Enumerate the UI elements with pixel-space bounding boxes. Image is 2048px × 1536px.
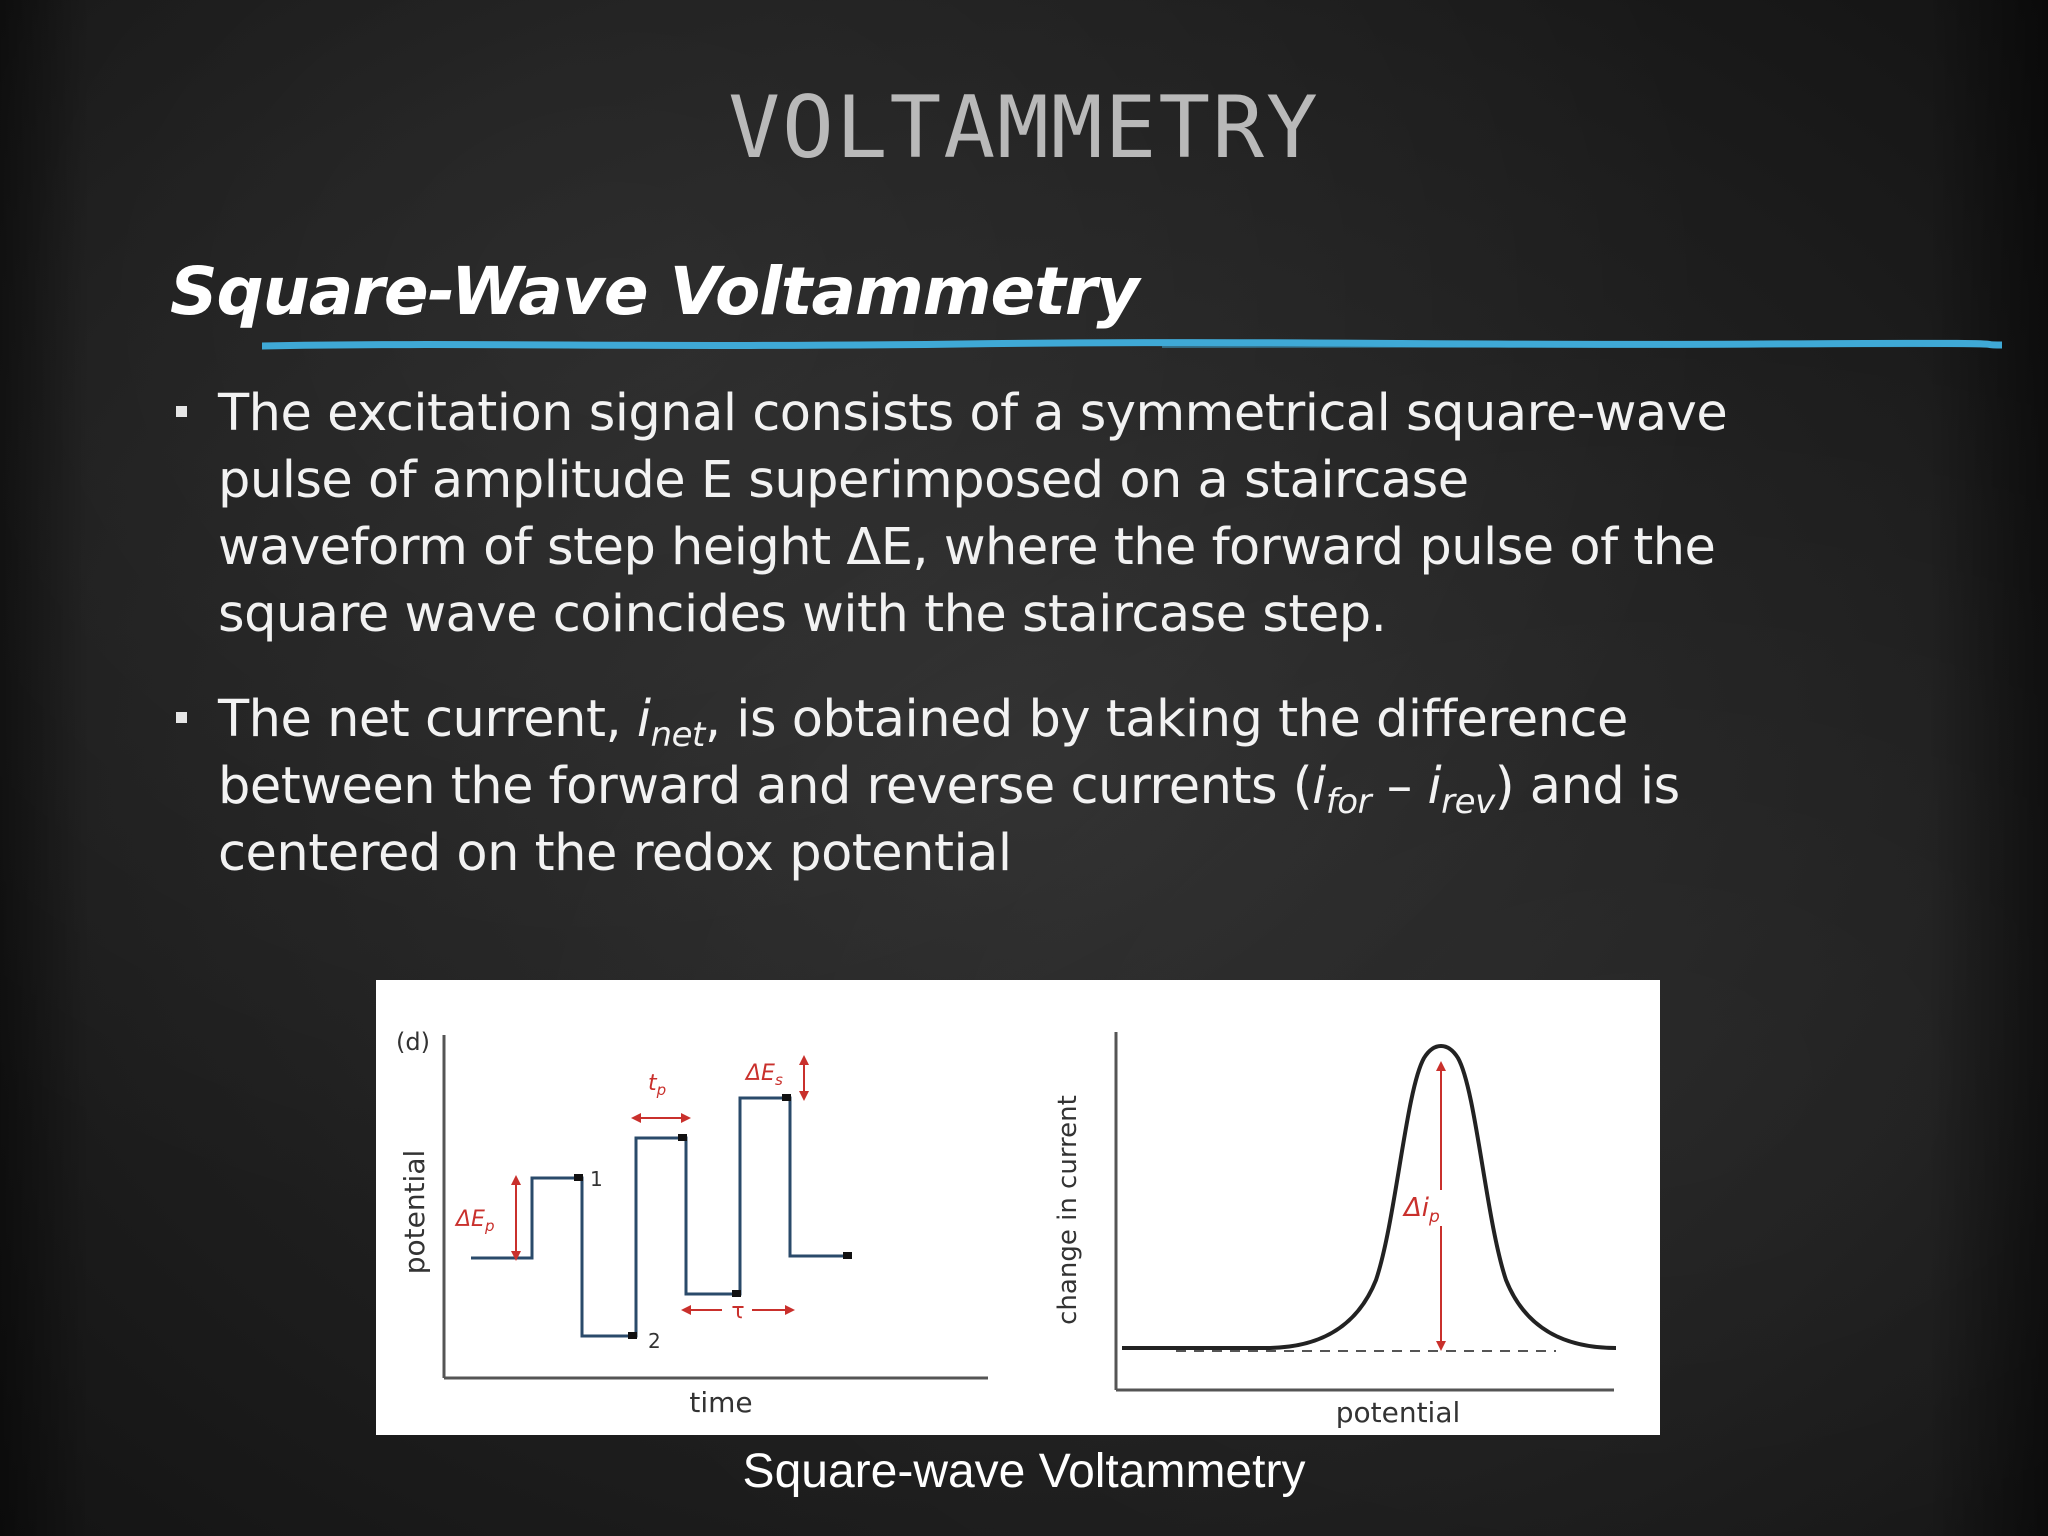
svg-text:τ: τ (731, 1299, 744, 1324)
left-axes (442, 1035, 988, 1380)
current-symbol: i (1427, 757, 1442, 816)
text-fragment: , is obtained by taking the difference b… (218, 690, 1628, 816)
slide-title: VOLTAMMETRY (728, 78, 1320, 178)
bullet-marker (176, 406, 187, 417)
minus-sign: – (1371, 757, 1428, 816)
waveform-figure: (d) potential time 1 2 ΔEp (376, 980, 1660, 1435)
pulse-end-markers (574, 1094, 852, 1339)
svg-text:Δip: Δip (1402, 1193, 1440, 1227)
point-2-label: 2 (648, 1329, 661, 1353)
subscript-for: for (1325, 782, 1372, 822)
svg-text:ΔEs: ΔEs (744, 1061, 783, 1089)
text-fragment: ) and is centered on the redox potential (218, 757, 1680, 883)
svg-text:tp: tp (648, 1071, 666, 1099)
figure-caption: Square-wave Voltammetry (742, 1445, 1306, 1498)
left-ylabel: potential (398, 1150, 431, 1275)
tp-annotation: tp (631, 1071, 691, 1123)
delta-es-annotation: ΔEs (744, 1055, 809, 1101)
bullet-item-net-current: The net current, inet, is obtained by ta… (170, 686, 1730, 887)
bullet-marker (176, 712, 187, 723)
right-ylabel: change in current (1053, 1095, 1083, 1325)
left-xlabel: time (689, 1386, 752, 1419)
net-current-peak (1122, 1044, 1617, 1350)
current-symbol: i (636, 690, 651, 749)
subscript-net: net (650, 715, 706, 755)
text-fragment: The net current, (218, 690, 637, 749)
current-symbol: i (1312, 757, 1326, 816)
square-wave-staircase (471, 1096, 851, 1338)
slide-subtitle: Square-Wave Voltammetry (170, 253, 1139, 330)
panel-label: (d) (396, 1028, 430, 1056)
slide-edge-shadow-left (0, 0, 90, 1536)
slide-edge-shadow-right (1928, 0, 2048, 1536)
bullet-text: The net current, inet, is obtained by ta… (218, 686, 1730, 887)
tau-annotation: τ (681, 1299, 795, 1324)
delta-ip-annotation: Δip (1398, 1061, 1454, 1351)
subscript-rev: rev (1441, 782, 1495, 822)
bullet-text: The excitation signal consists of a symm… (218, 384, 1728, 644)
delta-ep-annotation: ΔEp (454, 1175, 521, 1261)
right-axes (1114, 1032, 1614, 1392)
right-xlabel: potential (1336, 1396, 1461, 1429)
point-1-label: 1 (590, 1167, 603, 1191)
subtitle-underline (262, 339, 2002, 350)
svg-text:ΔEp: ΔEp (454, 1207, 494, 1235)
figure-svg: (d) potential time 1 2 ΔEp (396, 1028, 1617, 1429)
bullet-list: The excitation signal consists of a symm… (170, 380, 1730, 925)
bullet-item-excitation: The excitation signal consists of a symm… (170, 380, 1730, 648)
